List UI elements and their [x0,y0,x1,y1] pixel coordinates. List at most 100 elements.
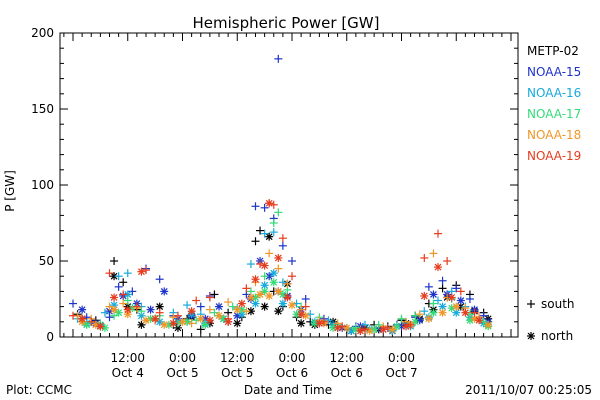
y-tick-label: 0 [46,330,54,344]
south-point [137,307,146,316]
south-point [69,299,77,308]
north-point [278,299,287,308]
south-point [251,237,260,246]
north-point [160,287,169,296]
south-point [434,229,442,238]
south-point [278,234,287,243]
south-point [128,287,137,296]
north-point [333,323,342,332]
north-point [456,296,465,305]
north-point [420,291,429,300]
north-point [178,317,187,326]
north-point [205,316,214,325]
south-point [251,202,260,211]
north-point [260,302,269,311]
north-point [123,305,132,314]
north-point [424,314,433,323]
x-tick-day-label: Oct 6 [331,366,363,380]
north-point [137,267,146,276]
south-point [246,260,255,269]
north-point [283,293,292,302]
north-point [297,319,306,328]
marker-legend-label: south [541,297,575,311]
x-axis-label: Date and Time [244,383,332,397]
south-point [452,284,461,293]
north-point [356,326,365,335]
north-point [233,305,242,314]
south-point [424,282,433,291]
y-tick-label: 150 [31,102,54,116]
south-point [288,272,296,281]
chart-title: Hemispheric Power [GW] [193,14,380,32]
south-point [87,317,96,326]
legend-entry: NOAA-17 [527,107,581,121]
north-point [110,305,119,314]
south-point [242,284,251,293]
south-point [110,257,119,265]
north-point [151,314,160,323]
north-point [215,311,223,320]
north-point [237,299,246,308]
north-point [160,320,169,329]
north-point [365,326,374,335]
south-point [288,257,296,265]
south-point [242,307,251,316]
south-point [228,302,237,311]
north-point [224,317,233,326]
legend-entry: METP-02 [527,44,579,58]
legend-entry: NOAA-18 [527,128,581,142]
footer-plot-source: Plot: CCMC [6,383,72,397]
south-point [278,278,287,287]
data-points [69,54,493,335]
north-point [288,301,296,310]
north-point [475,316,484,325]
x-tick-day-label: Oct 5 [166,366,198,380]
north-point [265,291,274,300]
north-point [297,310,306,319]
y-tick-label: 200 [31,26,54,40]
north-point [146,305,155,314]
south-point [374,320,383,329]
y-tick-label: 50 [39,254,54,268]
north-point [274,307,283,316]
south-point [100,308,109,317]
south-point [105,302,114,311]
x-tick-time-label: 0:00 [169,351,196,365]
x-tick-time-label: 12:00 [110,351,145,365]
south-point [278,241,287,250]
south-point [119,290,128,299]
south-point [260,229,269,238]
south-point [183,301,192,310]
x-tick-time-label: 0:00 [388,351,415,365]
south-point [155,308,164,317]
south-point [196,325,205,334]
north-point [434,263,442,272]
north-point [251,299,260,308]
marker-legend-label: north [541,329,573,343]
north-point [233,319,242,328]
north-point [96,322,105,331]
south-point [123,269,132,278]
south-point [438,284,447,293]
north-point [187,307,196,316]
south-point [301,302,310,311]
south-point [155,275,164,284]
south-point [269,219,278,227]
x-tick-day-label: Oct 4 [112,366,144,380]
south-point [438,276,447,285]
south-point [114,282,123,291]
legend-entry: NOAA-19 [527,149,581,163]
north-point [411,317,420,326]
south-point [283,279,292,288]
y-tick-label: 100 [31,178,54,192]
south-point [429,299,438,308]
south-point [114,272,123,281]
y-axis-label: P [GW] [3,170,17,212]
south-point [210,290,219,299]
legend: METP-02 NOAA-15 NOAA-16 NOAA-17 NOAA-18 NOAA-… [527,44,581,343]
south-point [205,305,214,314]
north-point [260,261,269,270]
south-point [119,299,128,308]
legend-entry: NOAA-15 [527,65,581,79]
